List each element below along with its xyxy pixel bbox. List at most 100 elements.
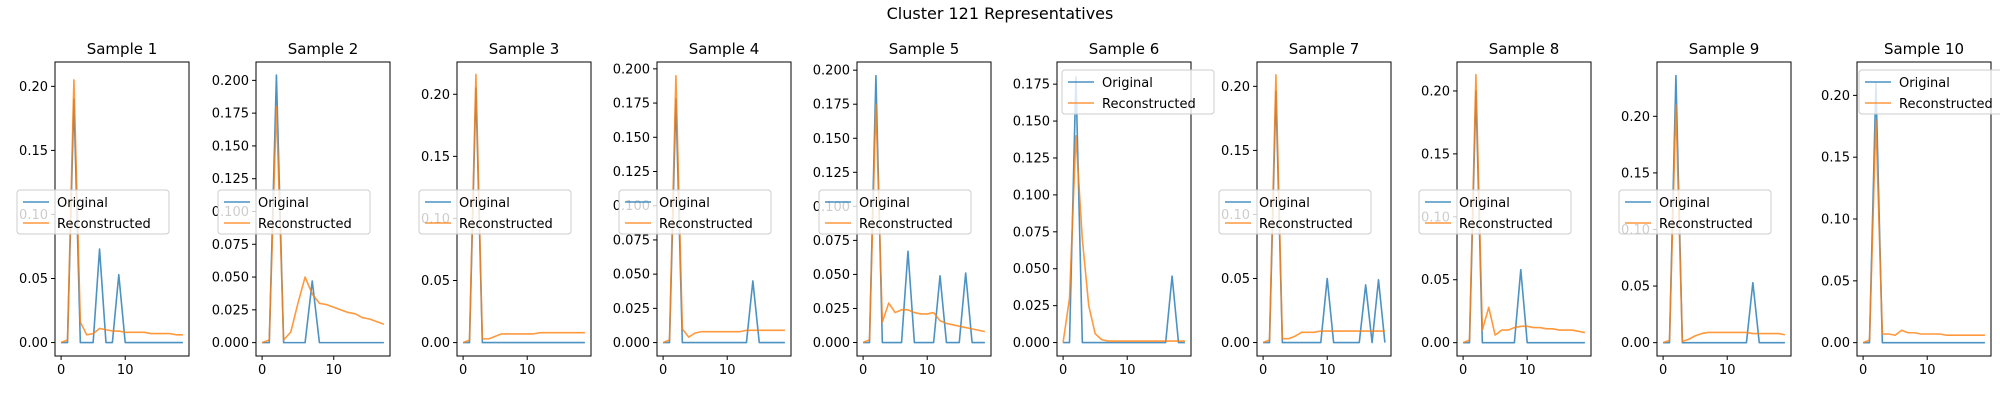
series-line-reconstructed <box>1462 73 1586 344</box>
y-tick-label: 0.125 <box>1013 151 1050 166</box>
legend: Original Reconstructed <box>1061 69 1215 115</box>
series-line-original <box>863 74 985 344</box>
y-tick-label: 0.075 <box>212 238 249 253</box>
subplot-title: Sample 1 <box>87 40 158 58</box>
x-tick-label: 0 <box>859 363 867 378</box>
x-tick-label: 0 <box>659 363 667 378</box>
y-tick-label: 0.050 <box>613 268 650 283</box>
x-tick-label: 10 <box>1519 363 1536 378</box>
legend-box <box>418 189 572 235</box>
legend: Original Reconstructed <box>16 189 170 235</box>
y-tick-label: 0.00 <box>1821 336 1850 351</box>
legend: Original Reconstructed <box>217 189 371 235</box>
y-tick-label: 0.150 <box>813 132 850 147</box>
legend-box <box>217 189 371 235</box>
y-tick-label: 0.175 <box>1013 78 1050 93</box>
legend-label-reconstructed: Reconstructed <box>57 217 151 232</box>
x-tick-label: 10 <box>1319 363 1336 378</box>
subplot-2: Sample 20.0000.0250.0500.0750.1000.1250.… <box>212 40 391 378</box>
subplot-4: Sample 40.0000.0250.0500.0750.1000.1250.… <box>613 40 792 378</box>
legend: Original Reconstructed <box>618 189 772 235</box>
y-tick-label: 0.075 <box>613 233 650 248</box>
series-line-reconstructed <box>462 73 585 344</box>
series-line-original <box>1063 75 1185 344</box>
x-tick-label: 0 <box>1259 363 1267 378</box>
series-line-original <box>1863 82 1985 344</box>
subplot-10: Sample 10 0.00 0.05 0.10 0.15 0.20 0 10 Original… <box>1821 40 2000 378</box>
subplot-title: Sample 3 <box>489 40 560 58</box>
legend-label-original: Original <box>1659 196 1710 211</box>
legend-label-reconstructed: Reconstructed <box>659 217 753 232</box>
subplot-3: Sample 30.000.050.100.150.20010OriginalR… <box>418 40 592 378</box>
series-line-reconstructed <box>1662 104 1786 344</box>
y-tick-label: 0.025 <box>613 302 650 317</box>
y-tick-label: 0.050 <box>1013 262 1050 277</box>
y-tick-label: 0.20 <box>421 88 450 103</box>
legend-label-original: Original <box>1102 76 1153 91</box>
legend-label-original: Original <box>1459 196 1510 211</box>
legend-label-original: Original <box>57 196 108 211</box>
figure-title: Cluster 121 Representatives <box>886 4 1114 23</box>
subplot-6: Sample 6 0.000 0.025 0.050 0.075 0.100 0.125 0.… <box>1013 40 1215 378</box>
y-tick-label: 0.15 <box>1821 151 1850 166</box>
legend-label-original: Original <box>258 196 309 211</box>
y-tick-label: 0.15 <box>1221 144 1250 159</box>
subplot-title: Sample 4 <box>689 40 760 58</box>
y-tick-label: 0.05 <box>1821 274 1850 289</box>
legend: Original Reconstructed <box>418 189 572 235</box>
legend-box <box>818 189 972 235</box>
legend-box <box>1218 189 1372 235</box>
y-tick-label: 0.20 <box>1821 89 1850 104</box>
legend-label-reconstructed: Reconstructed <box>1459 217 1553 232</box>
y-tick-label: 0.00 <box>1421 336 1450 351</box>
legend-box <box>16 189 170 235</box>
y-tick-label: 0.025 <box>813 302 850 317</box>
legend: Original Reconstructed <box>1618 189 1772 235</box>
legend-label-reconstructed: Reconstructed <box>859 217 953 232</box>
x-tick-label: 0 <box>1859 363 1867 378</box>
x-tick-label: 0 <box>1059 363 1067 378</box>
y-tick-label: 0.200 <box>613 62 650 77</box>
series-line-reconstructed <box>1262 74 1385 344</box>
y-tick-label: 0.20 <box>1621 110 1650 125</box>
y-tick-label: 0.20 <box>1421 84 1450 99</box>
y-tick-label: 0.175 <box>613 97 650 112</box>
x-tick-label: 10 <box>519 363 536 378</box>
x-tick-label: 10 <box>325 363 342 378</box>
axes-frame <box>1056 61 1192 357</box>
y-tick-label: 0.100 <box>1013 188 1050 203</box>
y-tick-label: 0.125 <box>613 165 650 180</box>
series-line-original <box>61 98 183 344</box>
series-line-reconstructed <box>662 74 785 344</box>
subplot-title: Sample 9 <box>1689 40 1760 58</box>
y-tick-label: 0.00 <box>1221 336 1250 351</box>
legend-box <box>1061 69 1215 115</box>
y-tick-label: 0.200 <box>212 74 249 89</box>
y-tick-label: 0.000 <box>613 336 650 351</box>
subplot-title: Sample 10 <box>1884 40 1964 58</box>
y-tick-label: 0.15 <box>1621 166 1650 181</box>
subplot-title: Sample 8 <box>1489 40 1560 58</box>
y-tick-label: 0.05 <box>421 274 450 289</box>
x-tick-label: 10 <box>1719 363 1736 378</box>
x-tick-label: 0 <box>258 363 266 378</box>
y-tick-label: 0.20 <box>19 80 48 95</box>
x-tick-label: 0 <box>459 363 467 378</box>
y-tick-label: 0.15 <box>1421 147 1450 162</box>
legend-label-reconstructed: Reconstructed <box>1102 97 1196 112</box>
series-line-reconstructed <box>261 105 385 344</box>
subplot-title: Sample 7 <box>1289 40 1360 58</box>
series-line-reconstructed <box>1862 119 1985 344</box>
legend-box <box>1858 69 2000 115</box>
legend-label-original: Original <box>1899 76 1950 91</box>
series-line-original <box>1263 90 1386 344</box>
y-tick-label: 0.200 <box>813 64 850 79</box>
subplot-8: Sample 80.000.050.100.150.20010OriginalR… <box>1418 40 1592 378</box>
y-tick-label: 0.075 <box>813 234 850 249</box>
y-tick-label: 0.000 <box>212 336 249 351</box>
x-tick-label: 10 <box>1919 363 1936 378</box>
y-tick-label: 0.05 <box>1421 273 1450 288</box>
legend-label-original: Original <box>859 196 910 211</box>
legend-label-original: Original <box>459 196 510 211</box>
